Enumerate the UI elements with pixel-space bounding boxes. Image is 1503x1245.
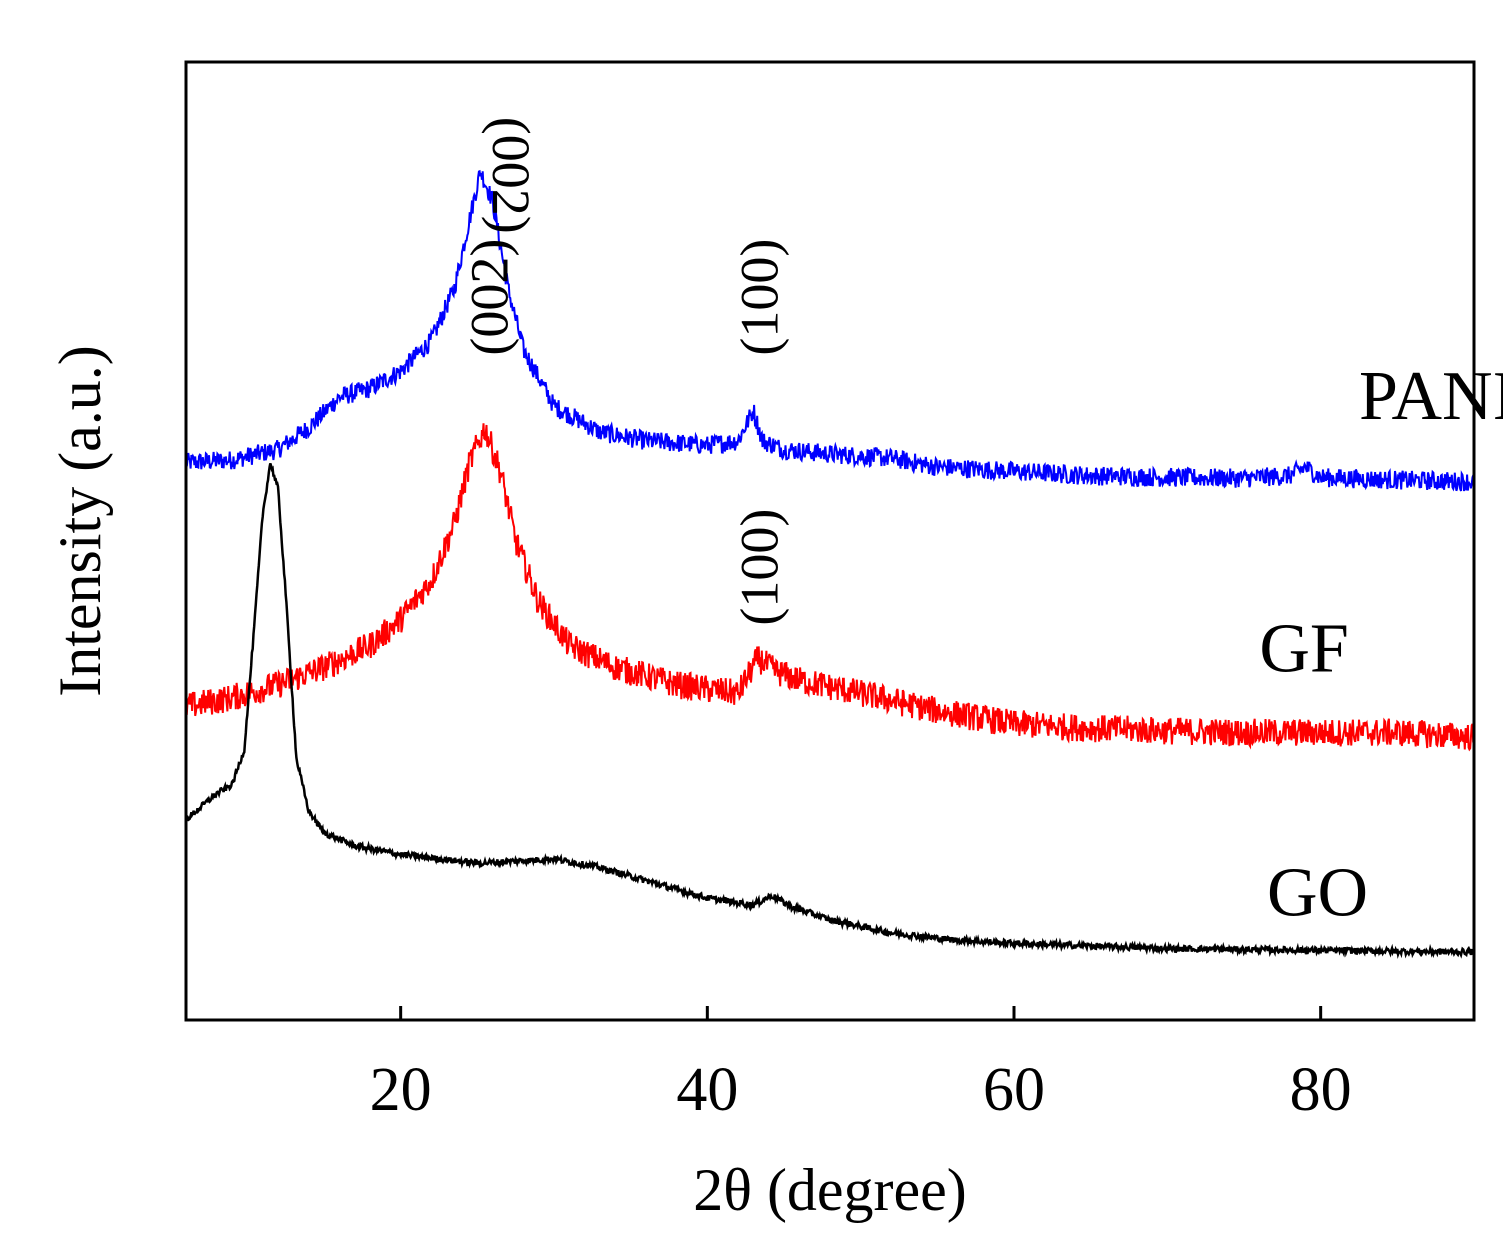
series-labels: PANI/GF GF GO	[1259, 358, 1503, 931]
series-label: PANI/GF	[1359, 358, 1503, 435]
peak-annotations: (002) (100) (002) (100)	[460, 117, 790, 626]
series-label: GO	[1267, 854, 1368, 931]
series-line-go	[184, 463, 1476, 959]
x-tick-label: 20	[370, 1056, 432, 1124]
plot-lines	[184, 169, 1476, 959]
peak-label: (002)	[481, 117, 541, 234]
plot-frame	[184, 60, 1476, 1022]
peak-label: (002)	[460, 239, 520, 356]
peak-label: (100)	[729, 509, 789, 626]
x-ticks: 20 40 60 80	[370, 1006, 1352, 1124]
peak-label: (100)	[729, 239, 789, 356]
x-tick-label: 80	[1290, 1056, 1352, 1124]
series-line-gf	[185, 423, 1475, 752]
series-label: GF	[1259, 611, 1348, 688]
x-tick-label: 40	[676, 1056, 738, 1124]
y-axis-title: Intensity (a.u.)	[47, 345, 113, 697]
series-line-pani-gf	[185, 169, 1475, 492]
x-tick-label: 60	[983, 1056, 1045, 1124]
x-axis-title: 2θ (degree)	[693, 1157, 967, 1223]
